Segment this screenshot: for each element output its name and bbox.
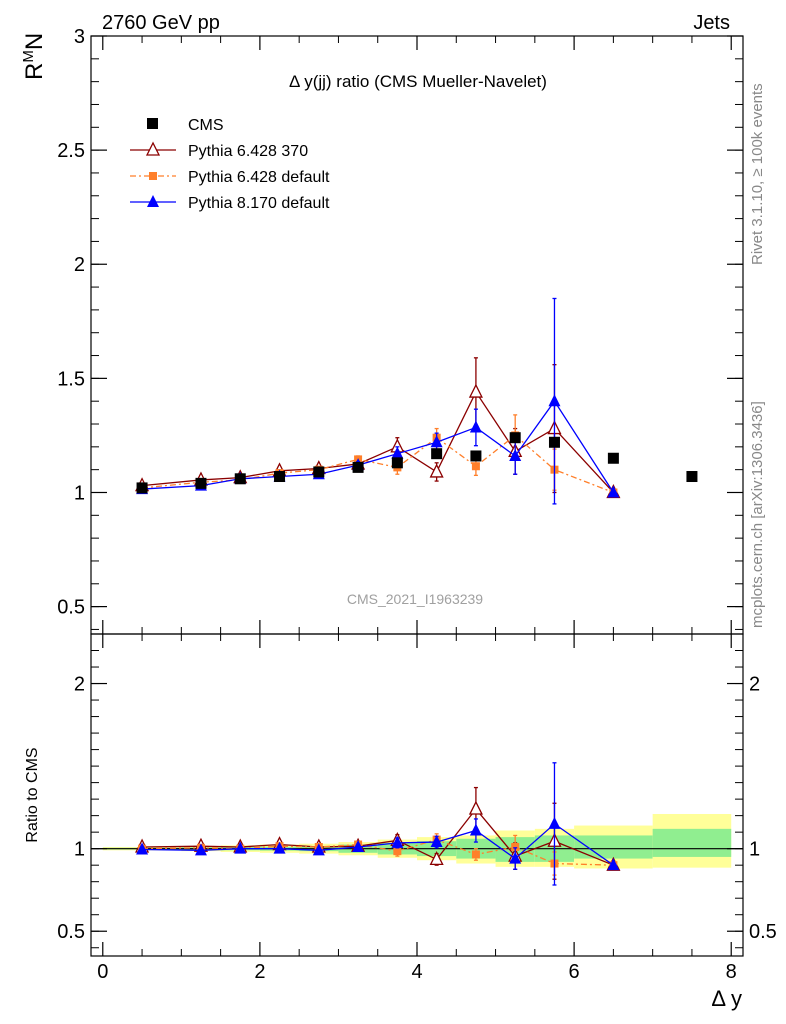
main-y-tick-label: 2.5	[57, 140, 85, 162]
ratio-point-py8_def	[194, 843, 207, 856]
main-y-tick-label: 2	[74, 254, 85, 276]
x-tick-label: 4	[411, 961, 422, 983]
ratio-plot-frame	[90, 633, 744, 957]
main-point-cms	[274, 471, 286, 483]
legend-item-py6-default: Pythia 6.428 default	[130, 169, 330, 186]
main-y-tick-label: 1	[74, 482, 85, 504]
ratio-y-tick-label: 2	[74, 674, 85, 696]
legend-marker-py8-default	[147, 195, 159, 207]
main-plot-title: Δ y(jj) ratio (CMS Mueller-Navelet)	[289, 72, 547, 91]
main-point-py8_def	[548, 394, 561, 407]
main-line-py6_def	[141, 434, 614, 494]
main-point-py8_def	[391, 446, 404, 459]
x-tick-label: 6	[569, 961, 580, 983]
ratio-series-py8_def	[136, 762, 620, 886]
ratio-point-py8_def	[509, 851, 522, 864]
ratio-line-py8_def	[142, 823, 614, 866]
ratio-y-axis-label: Ratio to CMS	[24, 747, 41, 842]
svg-text:RMN: RMN	[20, 33, 48, 80]
ratio-y-tick-label-right: 1	[749, 839, 760, 861]
main-point-cms	[391, 457, 403, 469]
main-point-cms	[470, 450, 482, 462]
ratio-point-py8_def	[469, 823, 482, 836]
main-point-py8_def	[469, 420, 482, 433]
x-tick-label: 8	[726, 961, 737, 983]
main-series-py8_def	[136, 297, 620, 505]
legend-marker-py6-370	[145, 141, 161, 156]
ratio-y-tick-label: 1	[74, 839, 85, 861]
legend-item-cms: CMS	[147, 117, 224, 134]
analysis-watermark: CMS_2021_I1963239	[347, 591, 483, 607]
ratio-y-tick-label-right: 0.5	[749, 921, 777, 943]
main-point-cms	[607, 452, 619, 464]
ratio-point-py8_def	[234, 841, 247, 854]
legend-label-py6-default: Pythia 6.428 default	[188, 169, 330, 186]
ratio-point-py6_def	[511, 843, 520, 852]
main-point-cms	[431, 448, 443, 460]
main-point-cms	[548, 436, 560, 448]
main-y-tick-label: 1.5	[57, 368, 85, 390]
main-y-axis-label: RMN	[20, 33, 48, 80]
legend-marker-py6-default	[149, 172, 157, 180]
x-tick-label: 2	[254, 961, 265, 983]
ratio-point-py8_def	[136, 842, 149, 855]
side-text-mcplots: mcplots.cern.ch [arXiv:1306.3436]	[749, 401, 766, 628]
main-point-py6_370	[468, 383, 483, 398]
main-point-py8_def	[607, 485, 620, 498]
main-series-cms	[136, 432, 698, 494]
main-line-py6_370	[141, 390, 614, 493]
legend: CMS Pythia 6.428 370 Pythia 6.428 defaul…	[130, 117, 330, 212]
x-axis-label: Δ y	[711, 986, 742, 1011]
ratio-point-py6_370	[468, 800, 483, 815]
main-point-py6_def	[471, 462, 480, 471]
main-point-cms	[313, 466, 325, 478]
band-inner	[652, 828, 732, 857]
main-point-cms	[509, 432, 521, 444]
ratio-y-tick-label-right: 2	[749, 674, 760, 696]
ratio-point-py8_def	[548, 816, 561, 829]
ratio-y-tick-label: 0.5	[57, 921, 85, 943]
main-point-cms	[352, 461, 364, 473]
ratio-point-py6_370	[429, 850, 444, 866]
ratio-uncertainty-bands	[102, 813, 732, 869]
legend-label-cms: CMS	[188, 117, 224, 134]
legend-item-py6-370: Pythia 6.428 370	[130, 141, 308, 160]
legend-item-py8-default: Pythia 8.170 default	[130, 195, 330, 212]
legend-marker-cms	[147, 118, 158, 129]
legend-label-py8-default: Pythia 8.170 default	[188, 195, 330, 212]
x-tick-label: 0	[97, 961, 108, 983]
main-point-py8_def	[430, 435, 443, 448]
header-process-label: Jets	[693, 12, 730, 34]
main-point-cms	[195, 477, 207, 489]
ratio-point-py6_def	[471, 850, 480, 859]
ratio-point-py8_def	[312, 843, 325, 856]
plot-layer	[91, 297, 743, 886]
main-point-cms	[234, 473, 246, 485]
main-y-tick-label: 0.5	[57, 597, 85, 619]
header-collision-label: 2760 GeV pp	[102, 12, 220, 34]
ratio-point-py8_def	[273, 841, 286, 854]
ratio-point-py8_def	[430, 835, 443, 848]
main-point-cms	[136, 482, 148, 494]
ratio-point-py8_def	[391, 835, 404, 848]
ratio-point-py8_def	[352, 840, 365, 853]
legend-label-py6-370: Pythia 6.428 370	[188, 143, 308, 160]
main-line-py8_def	[142, 400, 614, 493]
axes-layer: 0.5 1 1.5 2 2.5 3 0.5 1 2 0.5 1 2 0 2 4 6 8	[57, 26, 777, 983]
main-point-py8_def	[509, 448, 522, 461]
band-inner	[574, 835, 653, 859]
ratio-point-py8_def	[607, 858, 620, 871]
main-series-py6_370	[135, 357, 621, 499]
main-point-py6_370	[429, 463, 444, 478]
main-y-tick-label: 3	[74, 26, 85, 48]
side-text-rivet: Rivet 3.1.10, ≥ 100k events	[749, 83, 766, 265]
ratio-point-py6_def	[393, 847, 402, 856]
main-point-cms	[686, 471, 698, 483]
